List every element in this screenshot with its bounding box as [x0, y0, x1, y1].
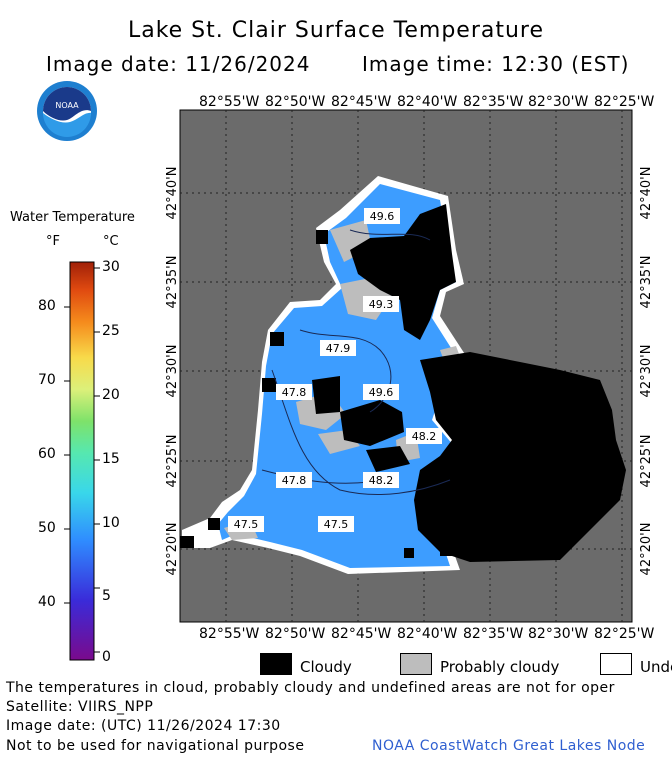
lat-label: 42°25'N — [639, 435, 654, 488]
c-tick: 20 — [102, 387, 120, 403]
undefined-label: Unde — [640, 658, 672, 676]
probably-cloudy-label: Probably cloudy — [440, 658, 560, 676]
cloudy-areas — [180, 204, 626, 562]
noaa-logo-icon: NOAA — [37, 81, 97, 141]
color-bar — [69, 261, 95, 661]
c-tick: 5 — [102, 588, 111, 604]
lon-label: 82°55'W — [199, 626, 260, 642]
utc-date: Image date: (UTC) 11/26/2024 17:30 — [6, 718, 281, 734]
lon-label: 82°30'W — [528, 626, 589, 642]
lon-label: 82°45'W — [331, 94, 392, 110]
lat-label: 42°30'N — [165, 345, 180, 398]
c-tick: 15 — [102, 451, 120, 467]
f-tick: 60 — [38, 446, 56, 462]
lon-label: 82°40'W — [397, 626, 458, 642]
lat-label: 42°40'N — [639, 167, 654, 220]
c-tick: 0 — [102, 649, 111, 665]
lon-label: 82°35'W — [463, 94, 524, 110]
image-date: Image date: 11/26/2024 — [46, 52, 311, 76]
temp-label: 47.5 — [234, 518, 259, 531]
f-tick: 40 — [38, 594, 56, 610]
lat-label: 42°20'N — [165, 523, 180, 576]
temp-label: 47.8 — [282, 386, 307, 399]
temp-label: 47.5 — [324, 518, 349, 531]
image-time: Image time: 12:30 (EST) — [362, 52, 630, 76]
svg-text:NOAA: NOAA — [55, 101, 79, 110]
unit-celsius: °C — [103, 234, 119, 249]
lat-label: 42°30'N — [639, 345, 654, 398]
lon-label: 82°30'W — [528, 94, 589, 110]
f-tick: 80 — [38, 298, 56, 314]
temp-label: 48.2 — [369, 474, 394, 487]
legend-title: Water Temperature — [10, 210, 135, 225]
lon-label: 82°25'W — [594, 94, 655, 110]
temp-label: 49.6 — [369, 386, 394, 399]
lon-label: 82°40'W — [397, 94, 458, 110]
lon-label: 82°50'W — [265, 94, 326, 110]
c-tick: 10 — [102, 515, 120, 531]
c-tick: 30 — [102, 259, 120, 275]
c-tick: 25 — [102, 323, 120, 339]
temp-label: 48.2 — [412, 430, 437, 443]
color-scale — [64, 261, 100, 661]
disclaimer-note: The temperatures in cloud, probably clou… — [6, 680, 615, 696]
f-tick: 50 — [38, 520, 56, 536]
lon-label: 82°55'W — [199, 94, 260, 110]
lat-label: 42°20'N — [639, 523, 654, 576]
lon-label: 82°45'W — [331, 626, 392, 642]
satellite-info: Satellite: VIIRS_NPP — [6, 699, 154, 715]
credit-link[interactable]: NOAA CoastWatch Great Lakes Node — [372, 738, 646, 754]
temp-label: 47.9 — [326, 342, 351, 355]
cloudy-label: Cloudy — [300, 658, 352, 676]
lat-label: 42°25'N — [165, 435, 180, 488]
undefined-swatch — [600, 653, 632, 675]
page-title: Lake St. Clair Surface Temperature — [127, 18, 545, 43]
cloudy-swatch — [260, 653, 292, 675]
lat-label: 42°40'N — [165, 167, 180, 220]
f-tick: 70 — [38, 372, 56, 388]
temp-label: 47.8 — [282, 474, 307, 487]
unit-fahrenheit: °F — [46, 234, 60, 249]
lat-label: 42°35'N — [165, 256, 180, 309]
temp-label: 49.6 — [370, 210, 395, 223]
lon-label: 82°35'W — [463, 626, 524, 642]
temp-label: 49.3 — [369, 298, 394, 311]
lon-label: 82°25'W — [594, 626, 655, 642]
lat-label: 42°35'N — [639, 256, 654, 309]
navigation-warning: Not to be used for navigational purpose — [6, 738, 305, 754]
probably-cloudy-swatch — [400, 653, 432, 675]
lon-label: 82°50'W — [265, 626, 326, 642]
